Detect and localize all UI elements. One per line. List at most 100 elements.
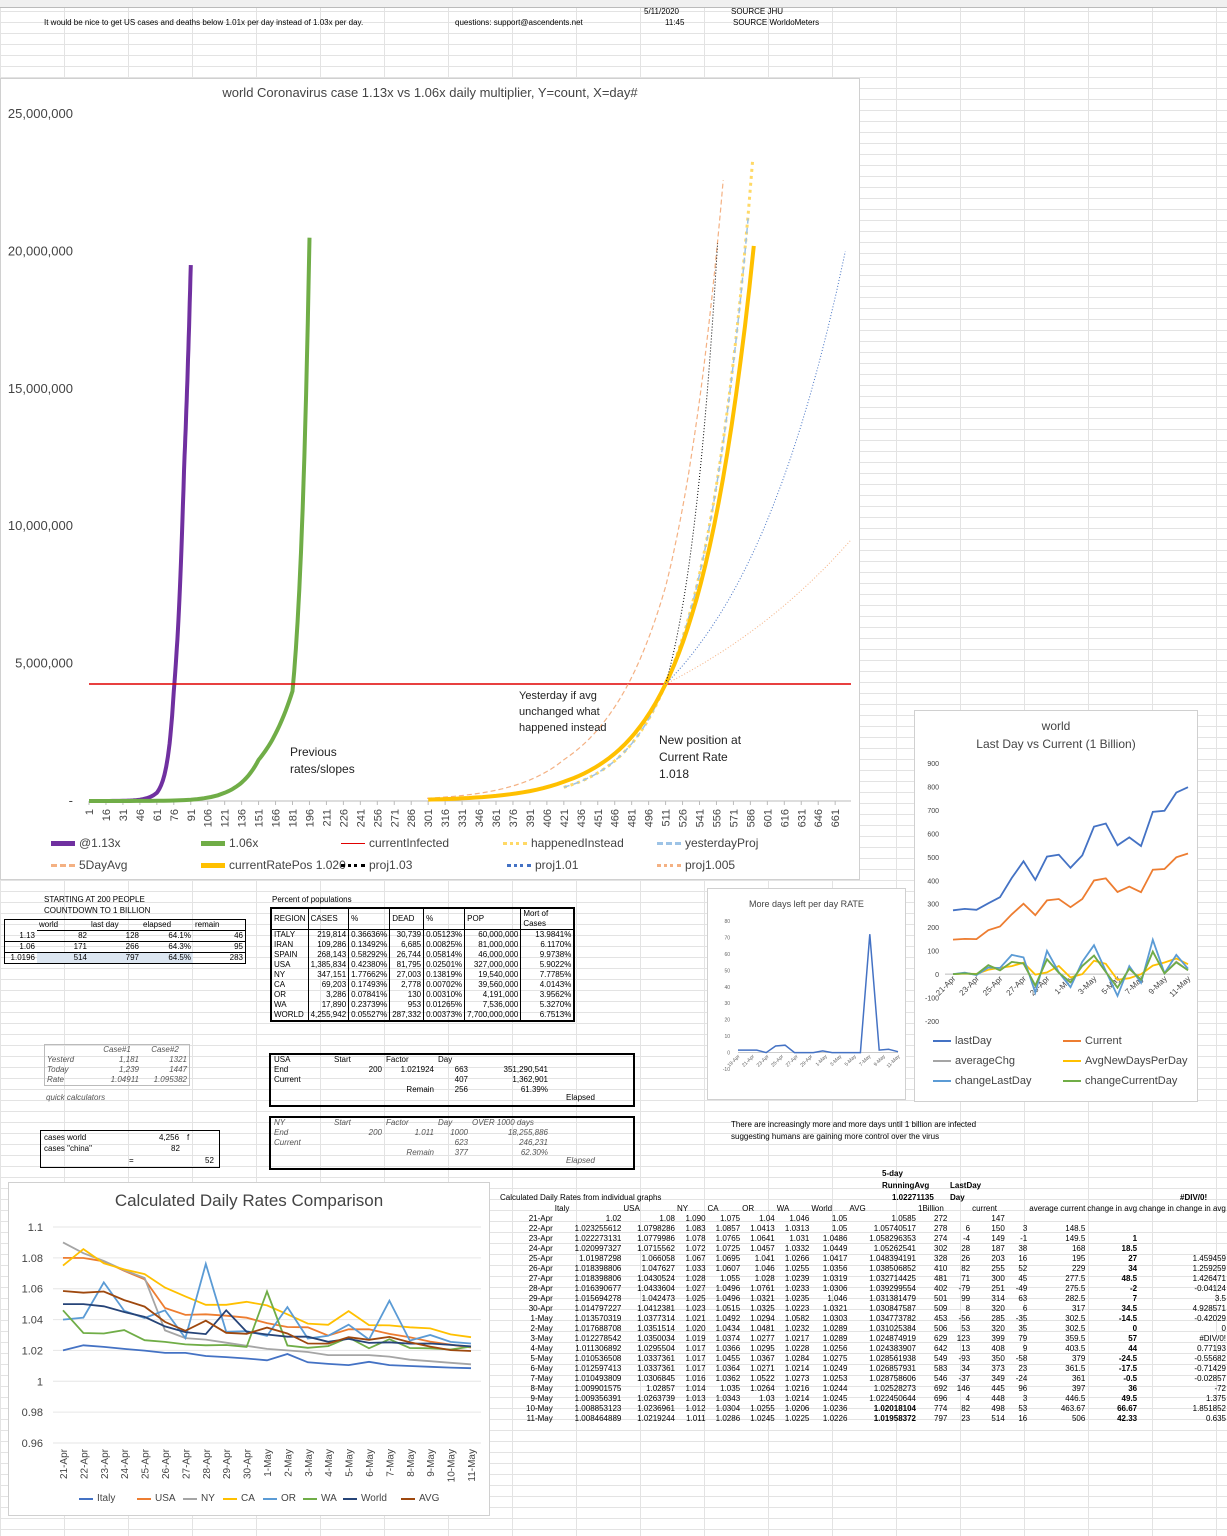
table-cell: -17.5	[1118, 1364, 1138, 1373]
table-cell: 1.075	[720, 1214, 741, 1223]
note2-line2: suggesting humans are gaining more contr…	[731, 1132, 940, 1141]
table-cell	[1138, 1214, 1227, 1224]
world-ytick-label: 500	[927, 855, 939, 862]
table-row: 7-May 1.010493809 1.0306845 1.016 1.0362 1.05…	[500, 1374, 1227, 1384]
countdown-table: world last day elapsed remain 1.13 82 128 64.1%…	[4, 919, 246, 964]
main-xtick-label: 76	[169, 809, 181, 821]
table-cell	[332, 1085, 384, 1095]
table-cell: 1.010493809	[574, 1374, 622, 1383]
main-xtick-label: 271	[389, 809, 401, 827]
table-cell: 1.0275	[822, 1354, 848, 1363]
table-header-cell: Factor	[386, 1118, 409, 1127]
table-header-cell: USA	[623, 1204, 640, 1213]
table-cell: 1.0286	[715, 1414, 741, 1423]
table-cell: 1.0325	[750, 1304, 775, 1313]
table-cell: 123	[956, 1334, 971, 1343]
legend-label: proj1.03	[369, 858, 413, 872]
table-cell: 256	[454, 1085, 468, 1094]
table-cell: 1.0217	[784, 1334, 810, 1343]
countdown-title1: STARTING AT 200 PEOPLE	[44, 895, 145, 904]
table-cell: WORLD	[270, 1010, 309, 1021]
table-cell: Remain	[406, 1148, 434, 1157]
table-cell: 3.9562%	[520, 990, 575, 1000]
rate-chart-title: More days left per day RATE	[749, 899, 864, 909]
main-annotation-previous: Previous	[290, 745, 337, 759]
main-legend-item: proj1.03	[341, 858, 412, 872]
table-cell: -0.02857	[1194, 1374, 1226, 1383]
main-xtick-label: 151	[254, 809, 266, 827]
table-cell	[1138, 1224, 1227, 1234]
main-xtick-label: 121	[220, 809, 232, 827]
table-cell: 1.078	[685, 1234, 706, 1243]
table-cell: 1.851852	[1192, 1404, 1226, 1413]
table-cell: 11-May	[526, 1414, 553, 1423]
table-cell: 351,290,541	[503, 1065, 549, 1074]
table-cell: 0.00702%	[423, 980, 466, 990]
table-cell: -37	[958, 1374, 971, 1383]
world-chart-panel[interactable]: world Last Day vs Current (1 Billion) -2…	[914, 710, 1198, 1102]
table-header-cell	[470, 1055, 550, 1065]
table-header-cell: 1Billion	[918, 1204, 944, 1213]
table-cell: 1.0225	[784, 1414, 810, 1423]
table-cell: 1.023	[685, 1304, 706, 1313]
main-chart-panel[interactable]: world Coronavirus case 1.13x vs 1.06x da…	[0, 78, 860, 880]
table-cell: 7.7785%	[520, 970, 575, 980]
table-cell: 1.017	[685, 1364, 706, 1373]
cases-world-label: cases world	[44, 1133, 87, 1142]
main-xtick-label: 631	[796, 809, 808, 827]
table-cell: 1.067	[685, 1254, 706, 1263]
table-cell: 361.5	[1065, 1364, 1086, 1373]
table-row: Current 623 246,231	[272, 1138, 550, 1148]
table-cell: 1.0366	[715, 1344, 741, 1353]
table-cell: 1.0284	[784, 1354, 810, 1363]
table-cell: #DIV/0!	[1199, 1334, 1226, 1343]
world-xtick-label: 3-May	[1076, 974, 1098, 996]
main-xtick-label: 496	[644, 809, 656, 827]
table-cell: 1.014797227	[574, 1304, 622, 1313]
table-cell: 1.0294	[750, 1314, 775, 1323]
table-cell: 1.028	[685, 1274, 706, 1283]
table-cell: 48.5	[1121, 1274, 1138, 1283]
table-cell: 1.13	[19, 930, 35, 940]
table-cell: 1.0522	[750, 1374, 775, 1383]
table-cell: 19,540,000	[464, 970, 522, 980]
main-xtick-label: 451	[593, 809, 605, 827]
percent-title: Percent of populations	[272, 895, 352, 904]
main-xtick-label: 391	[525, 809, 537, 827]
rates-chart-panel[interactable]: Calculated Daily Rates Comparison 0.96 0.…	[8, 1182, 490, 1516]
table-cell: 8	[965, 1304, 971, 1313]
rates-chart-svg: 0.96 0.98 1 1.02 1.04 1.06 1.08 1.1 21-Apr 22-Apr…	[22, 1222, 481, 1482]
table-cell: -79	[958, 1284, 971, 1293]
table-cell: 219,814	[307, 929, 350, 940]
legend-label: averageChg	[955, 1055, 1015, 1067]
rates-xtick-label: 22-Apr	[79, 1448, 90, 1479]
table-cell: 64.3%	[168, 942, 191, 951]
table-cell: 1.0295	[750, 1344, 775, 1353]
rates-xtick-label: 6-May	[365, 1449, 376, 1477]
main-xtick-label: 511	[661, 809, 673, 827]
main-xtick-label: 526	[678, 809, 690, 827]
legend-label: 5DayAvg	[79, 858, 128, 872]
rate-ytick-label: 50	[724, 968, 730, 974]
table-cell: 6-May	[530, 1364, 553, 1373]
table-header-cell: elapsed	[141, 919, 193, 931]
table-cell: 4-May	[530, 1344, 553, 1353]
legend-swatch	[1063, 1080, 1081, 1082]
table-cell: 149.5	[1065, 1234, 1086, 1243]
table-cell: 282.5	[1065, 1294, 1086, 1303]
table-cell: 26,744	[389, 950, 425, 960]
table-cell: 26-Apr	[528, 1264, 553, 1273]
table-cell: 274	[934, 1234, 948, 1243]
table-header-cell	[1006, 1204, 1028, 1214]
table-cell: 1.0306	[822, 1284, 848, 1293]
table-cell: 642	[934, 1344, 948, 1353]
table-cell: 1.0239	[784, 1274, 810, 1283]
table-cell: 1.095382	[153, 1075, 187, 1084]
main-annotation-newpos: 1.018	[659, 767, 689, 781]
main-legend-item: currentInfected	[341, 836, 449, 850]
main-xtick-label: 31	[118, 809, 130, 821]
rates-xtick-label: 21-Apr	[59, 1448, 70, 1479]
rate-chart-panel[interactable]: More days left per day RATE -10 0 10 20 30 40…	[707, 888, 906, 1100]
table-cell: 1000	[450, 1128, 468, 1137]
rate-ytick-label: 80	[724, 919, 730, 925]
